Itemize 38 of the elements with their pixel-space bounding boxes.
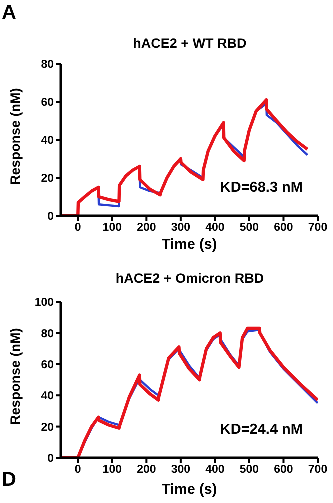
y-tick-label: 20 <box>41 422 54 434</box>
x-tick-label: 300 <box>171 464 191 476</box>
x-tick-label: 600 <box>274 464 294 476</box>
y-tick-label: 40 <box>41 135 54 148</box>
annotation: KD=68.3 nM <box>220 180 303 196</box>
y-axis-title: Response (nM) <box>8 88 23 185</box>
x-tick-label: 700 <box>308 222 328 234</box>
y-tick-label: 60 <box>41 359 54 372</box>
chart-title: hACE2 + Omicron RBD <box>114 271 266 286</box>
y-tick-label: 0 <box>48 453 54 466</box>
y-tick-label: 40 <box>41 390 54 403</box>
text: A <box>2 2 16 25</box>
x-tick-label: 100 <box>102 464 122 476</box>
x-axis-title: Time (s) <box>160 237 218 254</box>
x-tick-label: 400 <box>206 464 225 476</box>
y-tick-label: 100 <box>34 297 54 310</box>
x-tick-label: 700 <box>308 464 328 476</box>
chart-title: hACE2 + WT RBD <box>132 36 248 51</box>
x-axis-title: Time (s) <box>160 482 218 499</box>
y-axis-title: Response (nM) <box>8 328 23 425</box>
x-tick-label: 200 <box>137 222 156 234</box>
x-tick-label: 400 <box>206 222 225 234</box>
x-tick-label: 200 <box>137 464 156 476</box>
y-tick-label: 20 <box>41 173 54 186</box>
x-tick-label: 500 <box>240 222 260 234</box>
y-tick-label: 0 <box>48 211 54 224</box>
y-tick-label: 60 <box>41 97 54 110</box>
line-series <box>61 98 310 216</box>
y-tick-label: 80 <box>41 328 54 340</box>
y-tick-label: 80 <box>41 59 54 72</box>
x-tick-label: 500 <box>240 464 260 476</box>
x-tick-label: 100 <box>102 222 122 234</box>
x-tick-label: 0 <box>74 464 82 476</box>
x-tick-label: 300 <box>171 222 191 234</box>
annotation: KD=24.4 nM <box>220 422 303 438</box>
text: D <box>2 469 16 492</box>
x-tick-label: 0 <box>74 222 82 234</box>
x-tick-label: 600 <box>274 222 294 234</box>
